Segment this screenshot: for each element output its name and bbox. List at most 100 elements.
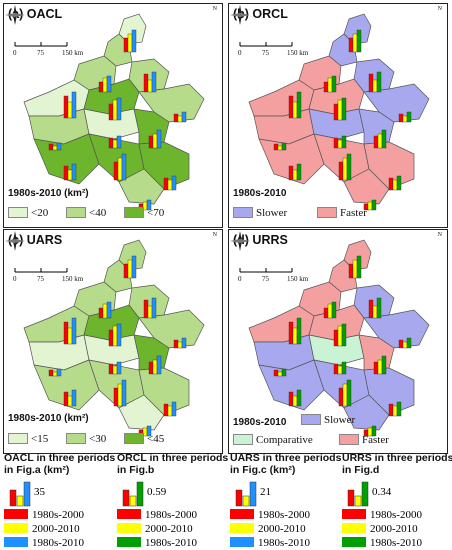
bar-mark <box>56 142 62 151</box>
bottom-legend-uars: UARS in three periods in Fig.c (km²) 21 … <box>230 452 342 550</box>
bar-mark <box>116 135 122 149</box>
bar-glyph <box>333 323 347 347</box>
legend-item-period-2: 2000-2010 <box>117 522 229 536</box>
bar-glyphs <box>48 29 187 211</box>
bar-mark <box>377 359 383 375</box>
bar-mark <box>177 341 183 349</box>
bar-glyph <box>108 361 122 375</box>
legend-label: <45 <box>147 433 165 445</box>
bar-glyph <box>108 135 122 149</box>
bar-glyph <box>148 129 162 149</box>
legend-item-period-3: 1980s-2010 <box>4 536 116 550</box>
bar-glyph <box>288 163 302 181</box>
panel-title: (a) OACL <box>8 7 63 21</box>
north-label: N <box>437 232 442 238</box>
legend-swatch <box>124 433 144 444</box>
bar-mark <box>367 201 373 211</box>
bar-mark <box>143 73 149 93</box>
legend-swatch <box>301 414 321 425</box>
bar-mark <box>67 169 73 181</box>
legend-swatch <box>317 207 337 218</box>
bar-mark <box>273 143 279 151</box>
reference-bar-icon <box>122 481 144 507</box>
legend-label: 1980s-2000 <box>370 509 422 521</box>
bar-mark <box>121 153 127 181</box>
scale-label-75: 75 <box>37 275 44 283</box>
scale-label-150: 150 km <box>287 275 309 283</box>
legend-label: 2000-2010 <box>258 523 306 535</box>
bar-mark <box>342 157 348 181</box>
bar-mark <box>337 325 343 347</box>
bar-mark <box>173 339 179 349</box>
bar-mark <box>67 101 73 119</box>
legend-swatch <box>342 509 366 519</box>
bar-mark <box>102 77 108 93</box>
legend-item-faster: Faster <box>339 434 389 446</box>
legend-swatch <box>339 434 359 445</box>
bar-glyph <box>338 379 352 407</box>
bar-mark <box>156 129 162 149</box>
legend-label: Slower <box>256 207 288 219</box>
legend-item-period-1: 1980s-2000 <box>342 508 452 522</box>
bar-mark <box>151 297 157 319</box>
bar-mark <box>368 299 374 319</box>
bar-mark <box>341 135 347 149</box>
bar-mark <box>48 143 54 151</box>
bar-glyph <box>63 91 77 119</box>
bar-mark <box>63 391 69 407</box>
scale-bar <box>239 42 293 47</box>
panel-title: (d) URRS <box>233 233 288 247</box>
bar-mark <box>346 379 352 407</box>
bar-mark <box>372 79 378 93</box>
scale-label-150: 150 km <box>62 275 84 283</box>
bar-mark <box>151 71 157 93</box>
bar-glyph <box>113 153 127 181</box>
bar-glyph <box>273 368 287 377</box>
bar-mark <box>356 255 362 279</box>
bar-mark <box>108 103 114 121</box>
region-polygons <box>23 13 205 205</box>
bar-mark <box>63 321 69 345</box>
scale-bar <box>239 268 293 273</box>
bar-glyph <box>108 323 122 347</box>
bar-mark <box>56 368 62 377</box>
bar-mark <box>348 37 354 53</box>
bar-mark <box>108 363 114 375</box>
bar-mark <box>63 165 69 181</box>
bar-mark <box>112 139 118 149</box>
bar-mark <box>292 395 298 407</box>
bar-mark <box>117 157 123 181</box>
north-label: N <box>212 6 217 12</box>
bar-mark <box>106 75 112 93</box>
bar-mark <box>177 115 183 123</box>
legend-item-1: <20 <box>8 207 48 219</box>
bar-mark <box>333 329 339 347</box>
bar-mark <box>273 369 279 377</box>
legend-item-comparative: Comparative <box>233 434 313 446</box>
bar-glyph <box>363 199 377 211</box>
legend-item-period-1: 1980s-2000 <box>230 508 342 522</box>
legend-swatch <box>4 537 28 547</box>
map-b-canvas <box>239 13 430 211</box>
scale-label-0: 0 <box>13 275 17 283</box>
bar-mark <box>371 425 377 437</box>
bar-mark <box>368 73 374 93</box>
bar-mark <box>108 329 114 347</box>
bar-mark <box>348 263 354 279</box>
scale-label-150: 150 km <box>62 49 84 57</box>
bar-mark <box>341 323 347 347</box>
bar-mark <box>181 111 187 123</box>
bar-glyphs <box>273 29 412 211</box>
bar-mark <box>102 303 108 319</box>
bar-mark <box>342 383 348 407</box>
bar-mark <box>67 395 73 407</box>
bar-mark <box>288 95 294 119</box>
bar-glyph <box>373 355 387 375</box>
legend-swatch <box>233 207 253 218</box>
reference-bar: 0.59 <box>117 478 229 508</box>
legend-label: <40 <box>89 207 107 219</box>
bar-mark <box>127 259 133 279</box>
bar-mark <box>112 365 118 375</box>
bar-glyph <box>113 379 127 407</box>
panel-title: (c) UARS <box>8 233 63 247</box>
